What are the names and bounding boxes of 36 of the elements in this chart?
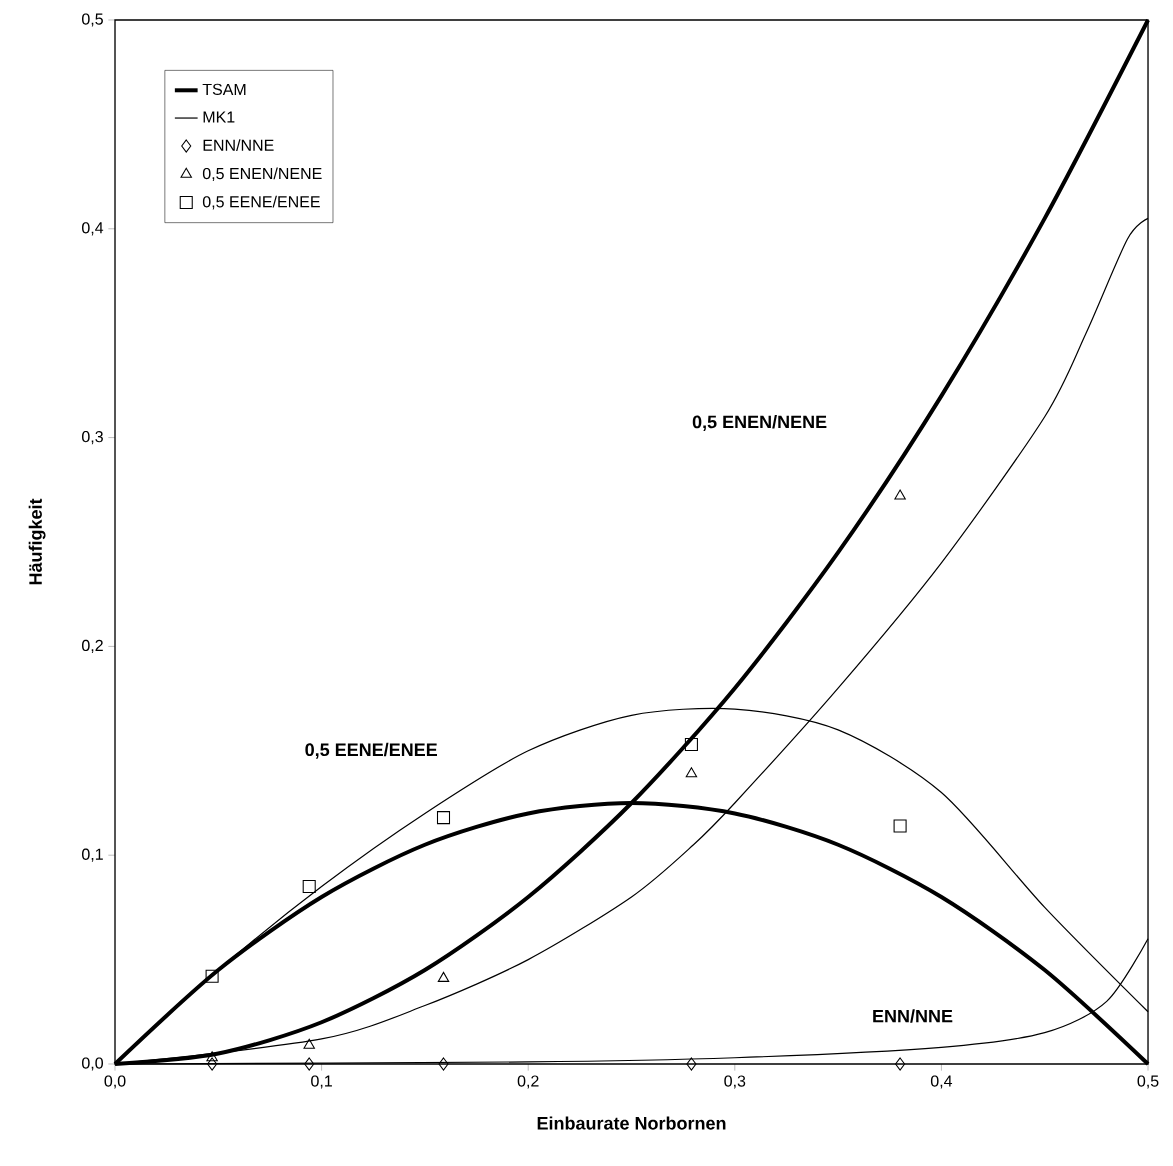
y-tick-label: 0,4 (82, 222, 104, 236)
point (685, 767, 698, 778)
legend-label: MK1 (203, 111, 235, 123)
point (304, 1057, 315, 1071)
y-axis-title: Häufigkeit (28, 498, 46, 585)
legend-label: 0,5 EENE/ENEE (202, 195, 320, 210)
point (894, 489, 906, 500)
x-tick-label: 0,5 (1137, 1075, 1159, 1089)
point (436, 811, 451, 825)
y-tick-label: 0,1 (82, 848, 103, 862)
annotation: 0,5 EENE/ENEE (305, 742, 438, 759)
point (207, 1057, 218, 1071)
point (437, 971, 450, 982)
x-tick-label: 0,4 (930, 1075, 953, 1089)
x-axis-title: Einbaurate Norbornen (537, 1116, 726, 1130)
point (205, 969, 219, 983)
y-tick-label: 0,0 (82, 1057, 104, 1071)
point (686, 1057, 697, 1071)
x-tick-label: 0,0 (104, 1075, 126, 1089)
annotation: ENN/NNE (873, 1009, 953, 1023)
legend-label: 0,5 ENEN/NENE (202, 167, 322, 182)
x-tick-label: 0,3 (724, 1075, 746, 1089)
point (302, 879, 316, 894)
point (895, 1057, 906, 1071)
legend-label: ENN/NNE (203, 139, 274, 151)
y-tick-label: 0,3 (82, 430, 103, 445)
y-tick-label: 0,2 (82, 639, 103, 653)
annotation: 0,5 ENEN/NENE (692, 415, 827, 431)
y-tick-label: 0,5 (82, 13, 103, 27)
point (303, 1038, 315, 1049)
legend-label: TSAM (202, 83, 246, 96)
point (438, 1057, 449, 1071)
point (206, 1051, 218, 1062)
point (893, 819, 907, 833)
x-tick-label: 0,2 (517, 1075, 539, 1089)
x-tick-label: 0,1 (311, 1075, 332, 1089)
